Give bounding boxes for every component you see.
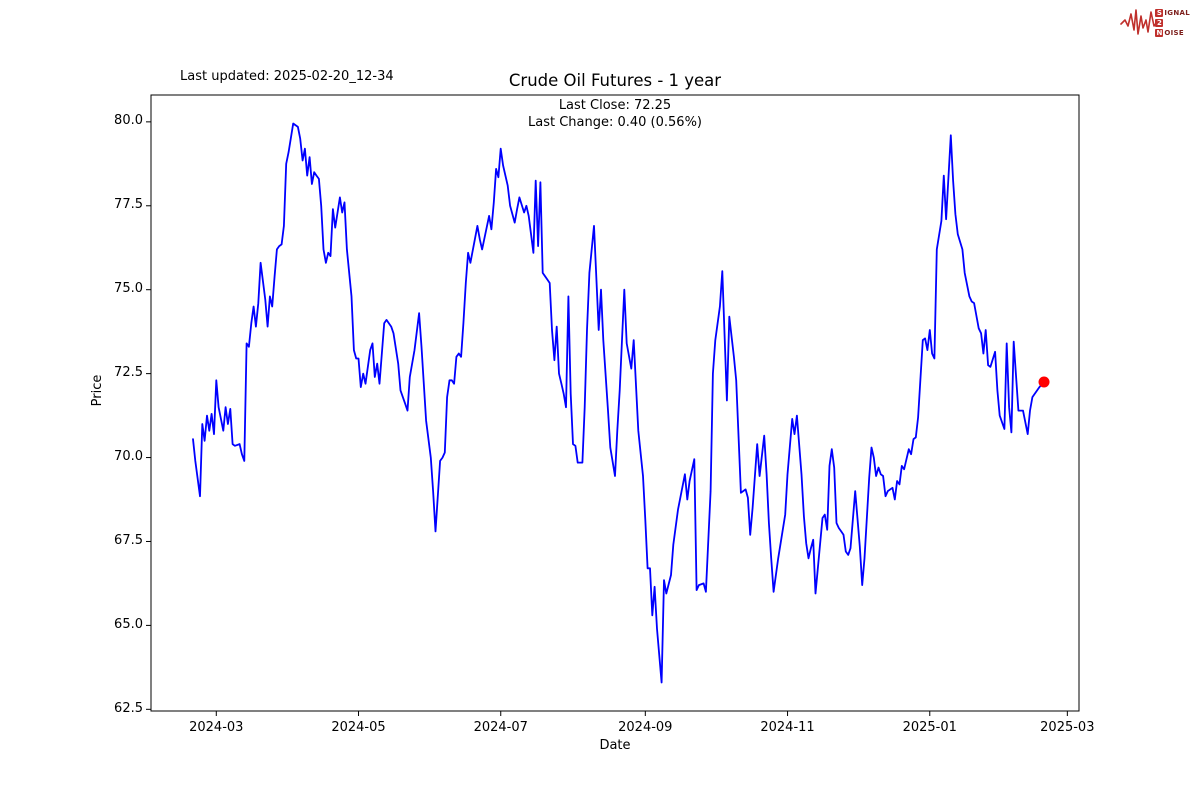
x-tick-label: 2024-11: [760, 720, 815, 735]
y-tick-label: 65.0: [114, 616, 143, 632]
y-tick-label: 75.0: [114, 281, 143, 297]
x-tick-label: 2024-05: [331, 720, 386, 735]
x-tick-label: 2024-07: [473, 720, 528, 735]
x-tick-label: 2024-03: [189, 720, 244, 735]
last-updated-text: Last updated: 2025-02-20_12-34: [180, 69, 394, 84]
logo-letter-2: 2: [1155, 19, 1164, 27]
y-tick-label: 67.5: [114, 532, 143, 548]
price-line: [192, 122, 1045, 684]
y-axis-label-wrap: Price: [60, 375, 135, 407]
last-close-text: Last Close: 72.25: [558, 98, 672, 113]
chart-subtitle: Last Close: 72.25 Last Change: 0.40 (0.5…: [151, 97, 1079, 131]
logo-letter-n: N: [1155, 29, 1164, 37]
y-tick-label: 70.0: [114, 449, 143, 465]
logo-letter-s: S: [1155, 9, 1164, 17]
chart-title: Crude Oil Futures - 1 year: [508, 71, 722, 90]
x-axis-label: Date: [599, 738, 631, 753]
waveform-icon: [1120, 9, 1162, 35]
last-close-marker: [1038, 376, 1050, 388]
axes-spines: [150, 94, 1080, 712]
y-tick-label: 77.5: [114, 197, 143, 213]
x-tick-label: 2025-01: [902, 720, 957, 735]
x-tick-label: 2025-03: [1040, 720, 1095, 735]
signal2noise-logo: S IGNAL 2 N OISE: [1119, 5, 1190, 39]
y-tick-label: 62.5: [114, 700, 143, 716]
x-tick-label: 2024-09: [618, 720, 673, 735]
last-change-text: Last Change: 0.40 (0.56%): [527, 115, 702, 130]
y-tick-label: 80.0: [114, 113, 143, 129]
y-tick-label: 72.5: [114, 365, 143, 381]
logo-text: S IGNAL 2 N OISE: [1155, 9, 1190, 37]
